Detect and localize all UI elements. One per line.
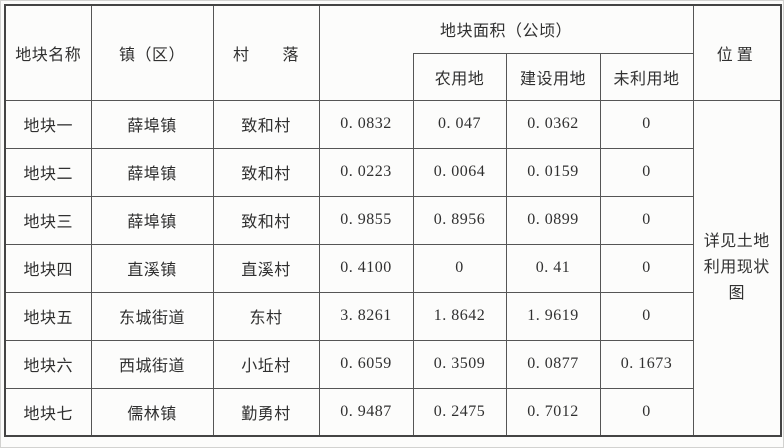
cell-area-construction: 0. 0877 [505, 339, 601, 389]
cell-area-total: 0. 6059 [318, 339, 414, 389]
cell-area-construction: 1. 9619 [505, 291, 601, 341]
cell-area-unused: 0 [599, 99, 694, 149]
cell-area-total: 0. 9855 [318, 195, 414, 245]
cell-village: 致和村 [212, 147, 320, 197]
cell-area-total: 0. 0832 [318, 99, 414, 149]
cell-area-agricultural: 0. 3509 [412, 339, 507, 389]
cell-location-note: 详见土地利用现状图 [692, 99, 782, 437]
cell-area-unused: 0 [599, 387, 694, 437]
cell-town: 薛埠镇 [90, 147, 214, 197]
col-header-area-group: 地块面积（公顷） [318, 4, 694, 53]
cell-village: 小坵村 [212, 339, 320, 389]
col-header-location: 位置 [692, 4, 782, 101]
col-header-town: 镇（区） [90, 4, 214, 101]
cell-plot-name: 地块三 [4, 195, 92, 245]
cell-area-construction: 0. 0899 [505, 195, 601, 245]
cell-area-total: 3. 8261 [318, 291, 414, 341]
land-parcel-table: 地块名称 镇（区） 村 落 地块面积（公顷） 位置 农用地 建设用地 未利用地 … [4, 4, 783, 437]
cell-village: 东村 [212, 291, 320, 341]
cell-area-unused: 0. 1673 [599, 339, 694, 389]
cell-plot-name: 地块六 [4, 339, 92, 389]
table-row: 地块一 薛埠镇 致和村 0. 0832 0. 047 0. 0362 0 详见土… [4, 99, 782, 437]
table-row: 地块二 薛埠镇 致和村 0. 0223 0. 0064 0. 0159 0 [4, 147, 781, 197]
cell-plot-name: 地块五 [4, 291, 92, 341]
header-row-primary: 地块名称 镇（区） 村 落 地块面积（公顷） 位置 [4, 4, 782, 101]
cell-town: 薛埠镇 [90, 99, 214, 149]
cell-plot-name: 地块七 [4, 387, 92, 437]
cell-area-agricultural: 0 [412, 243, 507, 293]
cell-town: 西城街道 [90, 339, 214, 389]
cell-area-unused: 0 [599, 195, 694, 245]
table-row: 地块三 薛埠镇 致和村 0. 9855 0. 8956 0. 0899 0 [4, 195, 781, 245]
cell-area-construction: 0. 7012 [505, 387, 601, 437]
cell-town: 东城街道 [90, 291, 214, 341]
cell-area-construction: 0. 0362 [505, 99, 601, 149]
cell-area-agricultural: 0. 2475 [412, 387, 507, 437]
cell-village: 直溪村 [212, 243, 320, 293]
cell-area-total: 0. 9487 [318, 387, 414, 437]
col-header-village: 村 落 [212, 4, 320, 101]
table-row: 地块七 儒林镇 勤勇村 0. 9487 0. 2475 0. 7012 0 [4, 387, 781, 437]
col-header-unused: 未利用地 [599, 52, 694, 101]
cell-area-agricultural: 0. 8956 [412, 195, 507, 245]
cell-plot-name: 地块二 [4, 147, 92, 197]
cell-area-construction: 0. 41 [505, 243, 601, 293]
cell-town: 直溪镇 [90, 243, 214, 293]
cell-area-construction: 0. 0159 [505, 147, 601, 197]
cell-plot-name: 地块一 [4, 99, 92, 149]
cell-area-unused: 0 [599, 147, 694, 197]
cell-area-agricultural: 1. 8642 [412, 291, 507, 341]
cell-town: 薛埠镇 [90, 195, 214, 245]
cell-plot-name: 地块四 [4, 243, 92, 293]
cell-area-total: 0. 4100 [318, 243, 414, 293]
header-row-secondary: 农用地 建设用地 未利用地 [5, 52, 781, 101]
col-header-construction: 建设用地 [505, 52, 601, 101]
cell-area-agricultural: 0. 0064 [412, 147, 507, 197]
table-row: 地块四 直溪镇 直溪村 0. 4100 0 0. 41 0 [4, 243, 781, 293]
cell-area-agricultural: 0. 047 [412, 99, 507, 149]
cell-village: 勤勇村 [212, 387, 320, 437]
col-header-plot-name: 地块名称 [4, 4, 92, 101]
cell-village: 致和村 [212, 195, 320, 245]
cell-village: 致和村 [212, 99, 320, 149]
cell-area-unused: 0 [599, 243, 694, 293]
cell-area-unused: 0 [599, 291, 694, 341]
col-header-agricultural: 农用地 [412, 52, 507, 101]
cell-area-total: 0. 0223 [318, 147, 414, 197]
cell-town: 儒林镇 [90, 387, 214, 437]
table-row: 地块五 东城街道 东村 3. 8261 1. 8642 1. 9619 0 [4, 291, 781, 341]
table-row: 地块六 西城街道 小坵村 0. 6059 0. 3509 0. 0877 0. … [4, 339, 781, 389]
col-header-area-total-blank [318, 53, 414, 101]
